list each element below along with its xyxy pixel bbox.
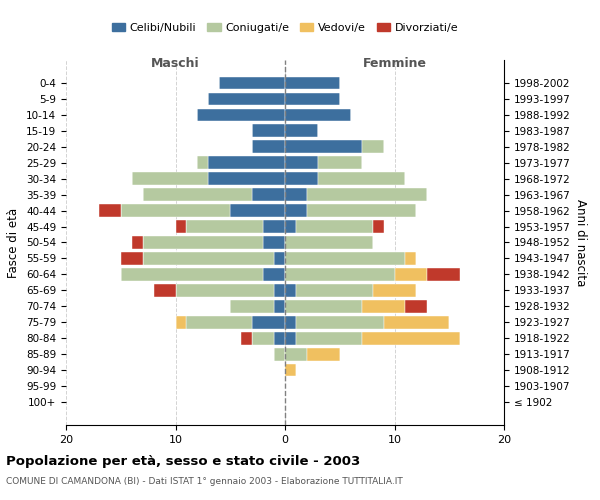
Bar <box>285 140 362 153</box>
Bar <box>285 348 307 360</box>
Bar <box>208 92 285 105</box>
Bar <box>263 236 285 248</box>
Bar <box>296 284 373 296</box>
Bar <box>121 204 230 217</box>
Bar <box>274 300 285 312</box>
Bar <box>285 236 373 248</box>
Bar <box>307 348 340 360</box>
Bar <box>154 284 176 296</box>
Text: Maschi: Maschi <box>151 57 200 70</box>
Bar <box>362 140 383 153</box>
Bar <box>285 156 318 169</box>
Bar <box>373 220 383 233</box>
Text: Femmine: Femmine <box>362 57 427 70</box>
Bar <box>197 156 208 169</box>
Bar <box>296 316 383 328</box>
Bar <box>99 204 121 217</box>
Bar <box>263 220 285 233</box>
Text: COMUNE DI CAMANDONA (BI) - Dati ISTAT 1° gennaio 2003 - Elaborazione TUTTITALIA.: COMUNE DI CAMANDONA (BI) - Dati ISTAT 1°… <box>6 478 403 486</box>
Bar <box>285 332 296 344</box>
Bar <box>143 236 263 248</box>
Bar <box>187 316 252 328</box>
Bar <box>285 92 340 105</box>
Bar <box>252 124 285 137</box>
Bar <box>241 332 252 344</box>
Bar <box>362 300 406 312</box>
Bar <box>285 220 296 233</box>
Bar <box>208 156 285 169</box>
Bar <box>285 124 318 137</box>
Bar <box>373 284 416 296</box>
Bar <box>274 332 285 344</box>
Bar <box>132 172 208 185</box>
Bar <box>274 252 285 264</box>
Bar <box>318 172 406 185</box>
Bar <box>252 316 285 328</box>
Bar <box>274 348 285 360</box>
Bar <box>252 140 285 153</box>
Bar <box>176 284 274 296</box>
Bar <box>427 268 460 280</box>
Bar <box>285 188 307 201</box>
Bar <box>274 284 285 296</box>
Bar <box>197 108 285 121</box>
Bar <box>252 332 274 344</box>
Bar <box>230 204 285 217</box>
Bar <box>121 268 263 280</box>
Bar <box>143 188 252 201</box>
Bar <box>285 76 340 89</box>
Bar <box>285 172 318 185</box>
Bar <box>230 300 274 312</box>
Bar <box>263 268 285 280</box>
Legend: Celibi/Nubili, Coniugati/e, Vedovi/e, Divorziati/e: Celibi/Nubili, Coniugati/e, Vedovi/e, Di… <box>107 18 463 37</box>
Bar <box>252 188 285 201</box>
Bar <box>296 220 373 233</box>
Bar <box>362 332 460 344</box>
Bar <box>285 252 406 264</box>
Bar <box>187 220 263 233</box>
Bar <box>220 76 285 89</box>
Bar <box>208 172 285 185</box>
Bar <box>406 300 427 312</box>
Bar <box>285 300 362 312</box>
Bar <box>307 204 416 217</box>
Bar <box>395 268 427 280</box>
Bar <box>285 268 395 280</box>
Text: Popolazione per età, sesso e stato civile - 2003: Popolazione per età, sesso e stato civil… <box>6 455 360 468</box>
Bar <box>307 188 427 201</box>
Bar <box>285 108 350 121</box>
Bar <box>176 220 187 233</box>
Bar <box>383 316 449 328</box>
Bar <box>285 316 296 328</box>
Bar <box>296 332 362 344</box>
Y-axis label: Anni di nascita: Anni di nascita <box>574 199 587 286</box>
Bar <box>143 252 274 264</box>
Bar <box>285 284 296 296</box>
Bar <box>132 236 143 248</box>
Bar <box>318 156 362 169</box>
Bar <box>285 204 307 217</box>
Y-axis label: Fasce di età: Fasce di età <box>7 208 20 278</box>
Bar <box>121 252 143 264</box>
Bar <box>406 252 416 264</box>
Bar <box>285 364 296 376</box>
Bar <box>176 316 187 328</box>
